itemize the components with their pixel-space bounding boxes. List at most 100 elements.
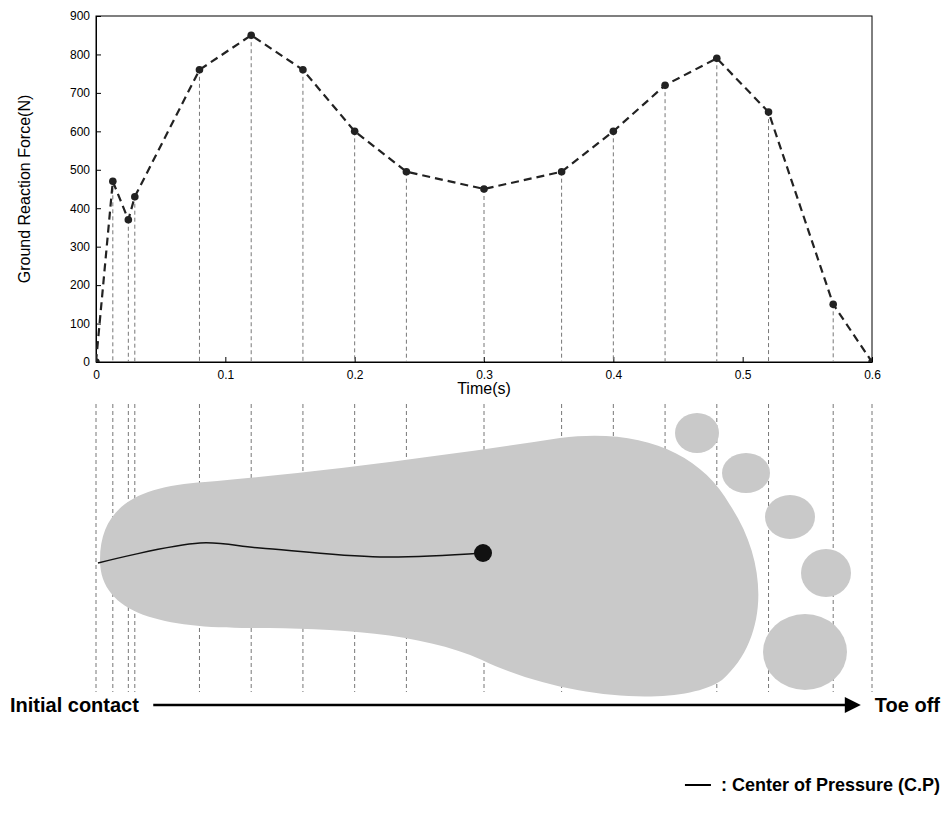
tick-label: 0.2: [347, 368, 364, 382]
tick: 0: [83, 355, 101, 369]
tick: 0.6: [864, 357, 881, 382]
guide-line: [833, 304, 834, 362]
tick: 100: [70, 317, 101, 331]
guide-line: [354, 131, 355, 362]
tick: 0.2: [347, 357, 364, 382]
center-of-pressure-path: [98, 543, 483, 563]
tick: 400: [70, 202, 101, 216]
tick-label: 800: [70, 48, 90, 62]
foot-toe: [675, 413, 719, 453]
y-axis-title: Ground Reaction Force(N): [16, 95, 33, 284]
guide-line: [112, 181, 113, 362]
tick-mark: [743, 357, 744, 362]
tick-label: 0.6: [864, 368, 881, 382]
x-axis: 0 0.1 0.2 0.3 0.4 0.5 0.6: [93, 357, 881, 382]
data-point: [131, 193, 139, 201]
force-line: [96, 35, 872, 362]
guide-line: [484, 189, 485, 362]
guide-line: [251, 35, 252, 362]
tick: 0.5: [735, 357, 752, 382]
tick-label: 900: [70, 9, 90, 23]
tick: 200: [70, 278, 101, 292]
legend-symbol: [685, 784, 711, 786]
data-point: [765, 108, 773, 116]
tick-label: 600: [70, 125, 90, 139]
tick-label: 700: [70, 86, 90, 100]
tick: 900: [70, 9, 101, 23]
tick-label: 300: [70, 240, 90, 254]
tick-mark: [225, 357, 226, 362]
tick: 300: [70, 240, 101, 254]
tick: 0.3: [476, 357, 493, 382]
guide-line: [613, 131, 614, 362]
axis-line: [96, 17, 97, 363]
foot-toe: [722, 453, 770, 493]
tick-label: 400: [70, 202, 90, 216]
annotation: Toe off: [875, 694, 941, 716]
tick: 600: [70, 125, 101, 139]
chart: 0 0.1 0.2 0.3 0.4 0.5 0.6 0 100 200 300 400 500 600 70…: [0, 0, 948, 824]
plot-area: [96, 31, 872, 362]
legend-label: : Center of Pressure (C.P): [721, 775, 940, 795]
data-point: [661, 81, 669, 89]
guide-line: [302, 70, 303, 362]
guide-line: [665, 85, 666, 362]
foot-sole: [100, 436, 758, 697]
axis-line: [97, 362, 873, 363]
tick-label: 200: [70, 278, 90, 292]
tick-label: 0.5: [735, 368, 752, 382]
foot-toe: [801, 549, 851, 597]
tick-label: 100: [70, 317, 90, 331]
guide-line: [96, 404, 97, 692]
arrow-head: [845, 697, 861, 713]
data-point: [196, 66, 204, 74]
guide-line: [872, 404, 873, 692]
tick-mark: [96, 131, 101, 132]
data-point: [829, 301, 837, 309]
data-point: [868, 358, 872, 362]
foot-toe: [765, 495, 815, 539]
tick-label: 0.1: [217, 368, 234, 382]
foot: [98, 413, 851, 697]
guide-line: [561, 172, 562, 362]
guide-line: [128, 220, 129, 362]
tick-mark: [96, 16, 101, 17]
data-point: [558, 168, 566, 176]
legend: : Center of Pressure (C.P): [685, 775, 940, 795]
arrow-shaft: [153, 704, 849, 707]
tick-mark: [96, 170, 101, 171]
plot-frame: [96, 16, 872, 362]
tick: 0: [93, 357, 100, 382]
data-point: [299, 66, 307, 74]
tick-mark: [96, 285, 101, 286]
tick-mark: [96, 247, 101, 248]
tick-mark: [96, 93, 101, 94]
data-point: [96, 358, 100, 362]
data-point: [351, 128, 359, 136]
tick-label: 0: [93, 368, 100, 382]
tick: 500: [70, 163, 101, 177]
tick: 800: [70, 48, 101, 62]
guide-line: [134, 197, 135, 362]
center-of-pressure-dot: [474, 544, 492, 562]
foot-toe: [763, 614, 847, 690]
data-point: [403, 168, 411, 176]
data-point: [247, 31, 255, 39]
tick-mark: [872, 357, 873, 362]
data-point: [713, 54, 721, 62]
data-point: [610, 128, 618, 136]
y-axis: 0 100 200 300 400 500 600 700 800 900: [70, 9, 101, 369]
x-axis-title: Time(s): [457, 380, 511, 397]
data-point: [480, 185, 488, 193]
guide-line: [406, 172, 407, 362]
tick-label: 500: [70, 163, 90, 177]
tick-label: 0.4: [605, 368, 622, 382]
guide-line: [199, 70, 200, 362]
data-point: [109, 178, 117, 186]
tick-mark: [96, 54, 101, 55]
tick-label: 0: [83, 355, 90, 369]
tick: 0.1: [217, 357, 234, 382]
data-point: [125, 216, 133, 224]
guide-line: [768, 112, 769, 362]
guide-line: [716, 58, 717, 362]
